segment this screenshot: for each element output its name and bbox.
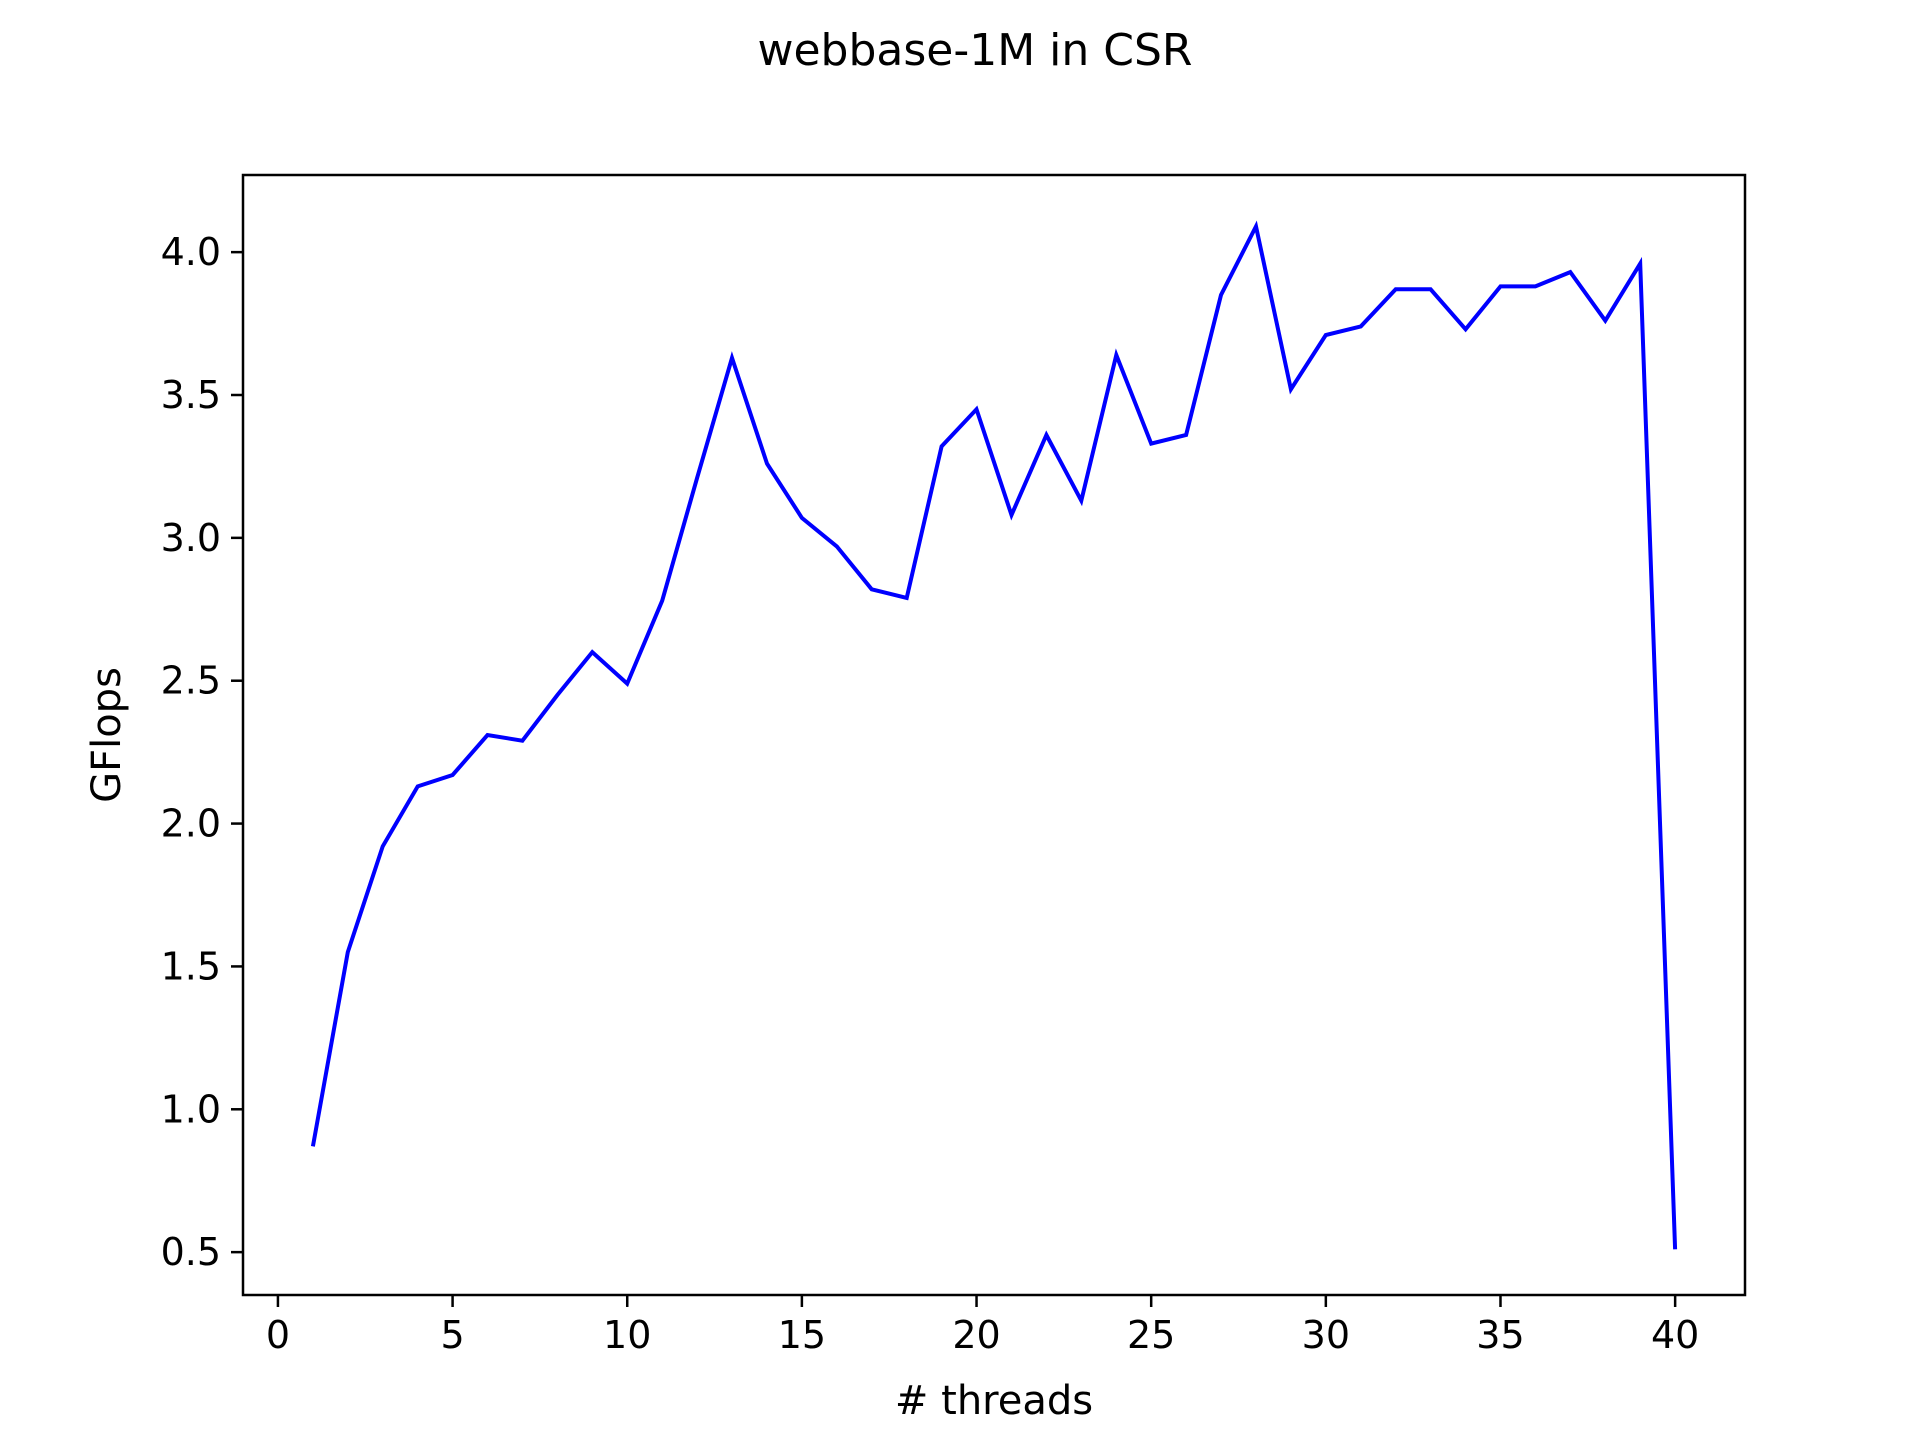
x-tick-label: 15 (778, 1313, 826, 1357)
y-tick-label: 2.5 (161, 659, 221, 703)
x-tick-label: 10 (603, 1313, 651, 1357)
y-tick-label: 0.5 (161, 1230, 221, 1274)
chart-title: webbase-1M in CSR (757, 25, 1192, 76)
y-tick-label: 1.0 (161, 1087, 221, 1131)
x-tick-label: 30 (1302, 1313, 1350, 1357)
y-tick-label: 3.0 (161, 516, 221, 560)
y-tick-label: 2.0 (161, 802, 221, 846)
y-axis-label: GFlops (84, 667, 130, 803)
x-tick-label: 20 (952, 1313, 1000, 1357)
y-tick-label: 4.0 (161, 230, 221, 274)
x-tick-label: 40 (1651, 1313, 1699, 1357)
plot-frame (241, 173, 1747, 1297)
x-tick-label: 25 (1127, 1313, 1175, 1357)
y-tick-label: 3.5 (161, 373, 221, 417)
x-tick-label: 0 (266, 1313, 290, 1357)
x-axis-label: # threads (895, 1378, 1093, 1424)
series-line (310, 220, 1678, 1250)
x-tick-label: 35 (1476, 1313, 1524, 1357)
x-tick-label: 5 (440, 1313, 464, 1357)
y-tick-label: 1.5 (161, 944, 221, 988)
